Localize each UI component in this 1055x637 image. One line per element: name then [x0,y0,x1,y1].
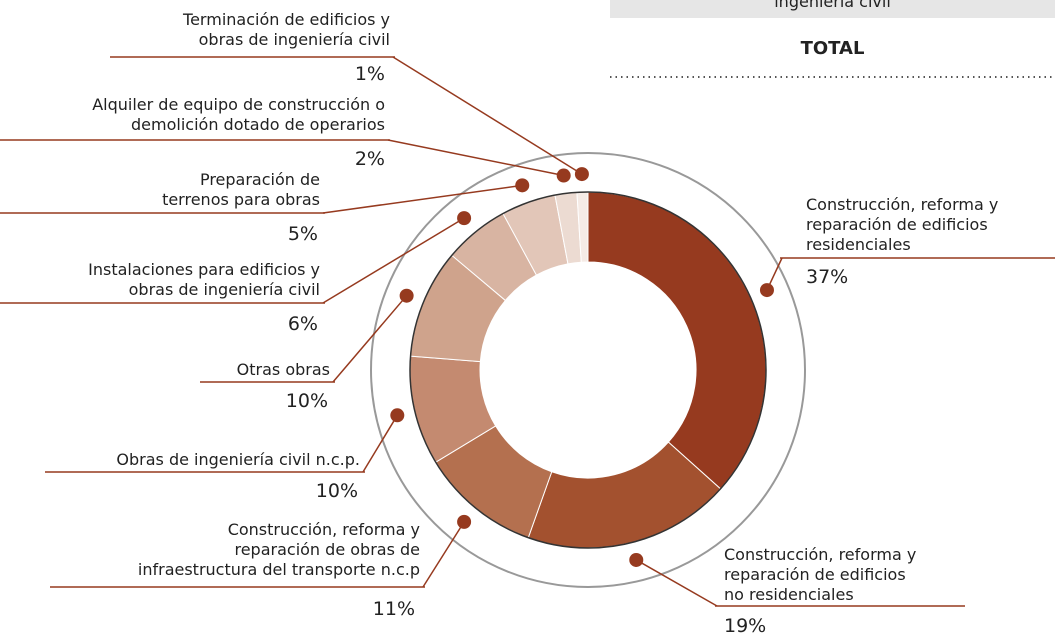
category-label: Obras de ingeniería civil n.c.p. [116,450,360,469]
donut-outline [409,191,767,549]
category-label: Construcción, reforma y reparación de ed… [806,195,999,254]
leader-dot [399,288,414,303]
value-label: 2% [354,148,385,170]
outer-ring [370,152,806,588]
leader-line [422,521,465,588]
value-label: 6% [287,313,318,335]
leader-line [635,559,718,607]
category-label: Construcción, reforma y reparación de ob… [137,520,420,579]
leader-dot [574,167,589,182]
value-label: 19% [724,615,767,637]
category-label: Terminación de edificios y obras de inge… [183,10,390,49]
leader-dot [759,283,774,298]
category-label: Otras obras [236,360,330,379]
leader-dot [556,168,571,183]
category-label: Instalaciones para edificios y obras de … [88,260,320,299]
leader-dot [457,211,472,226]
leader-line [362,414,398,473]
category-label: Preparación de terrenos para obras [162,170,320,209]
leader-dot [629,552,644,567]
leader-line [332,295,408,383]
value-label: 10% [285,390,328,412]
value-label: 11% [372,598,415,620]
leader-line [322,217,465,304]
category-label: Alquiler de equipo de construcción o dem… [92,95,385,134]
header-fragment: ingeniería civil [774,0,891,11]
value-label: 37% [806,266,849,288]
leader-line [387,139,564,177]
value-label: 10% [315,480,358,502]
leader-dot [390,408,405,423]
category-label: Construcción, reforma y reparación de ed… [724,545,917,604]
leader-dot [515,178,530,193]
leader-dot [457,514,472,529]
leader-line [392,56,583,175]
leader-line [322,184,523,214]
total-label: TOTAL [800,38,865,59]
donut-slice [587,191,767,490]
value-label: 5% [287,223,318,245]
value-label: 1% [354,63,385,85]
header-box [610,0,1055,18]
